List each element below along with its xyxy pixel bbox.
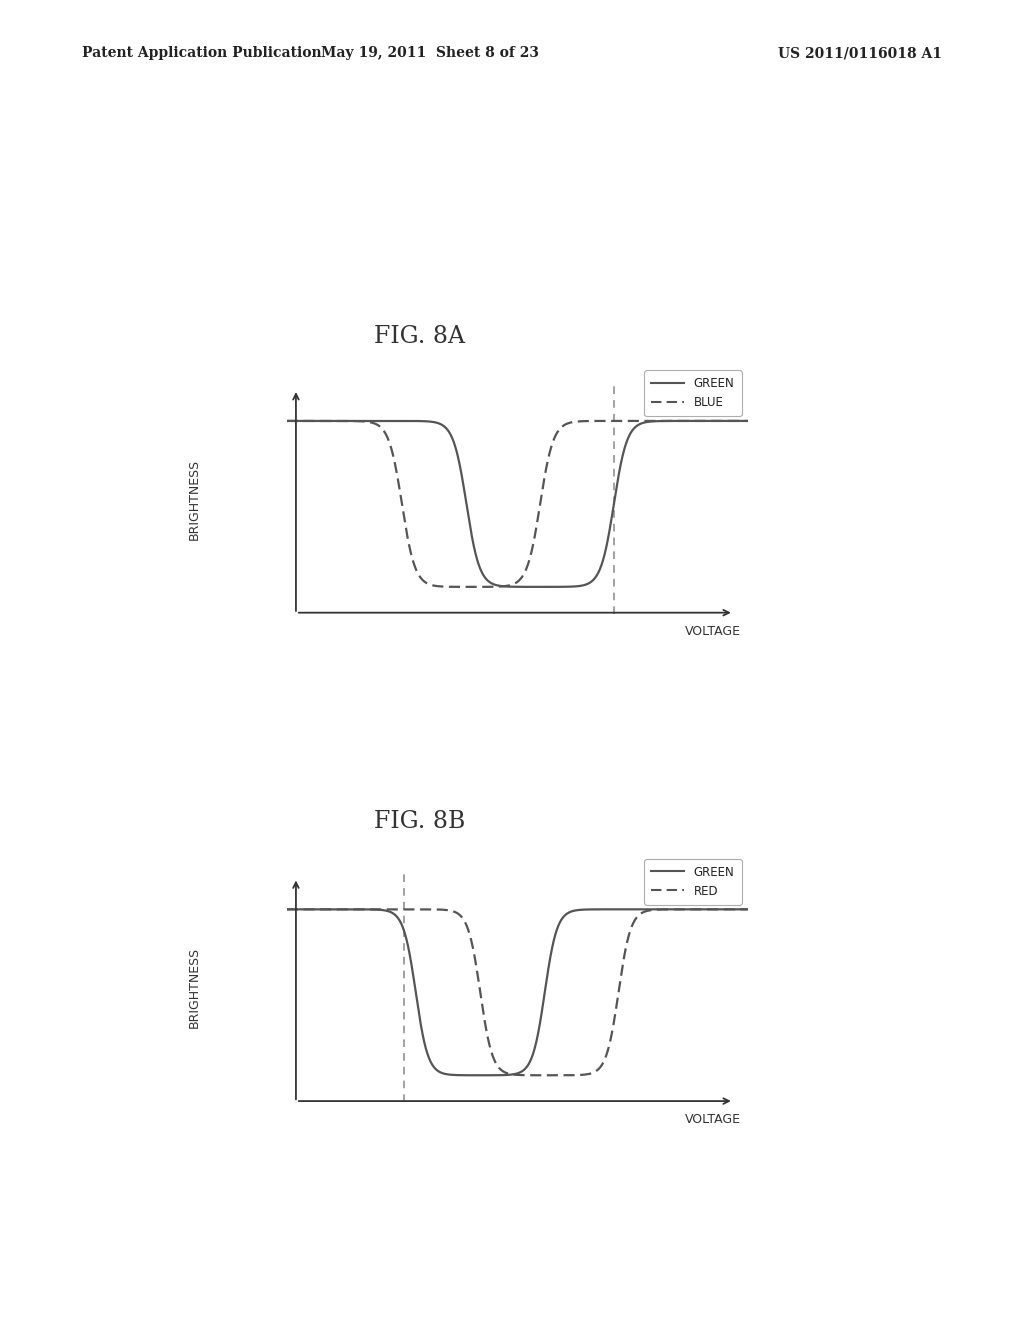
Text: VOLTAGE: VOLTAGE bbox=[685, 624, 740, 638]
Text: May 19, 2011  Sheet 8 of 23: May 19, 2011 Sheet 8 of 23 bbox=[322, 46, 539, 61]
Legend: GREEN, RED: GREEN, RED bbox=[644, 858, 741, 904]
Text: Patent Application Publication: Patent Application Publication bbox=[82, 46, 322, 61]
Legend: GREEN, BLUE: GREEN, BLUE bbox=[644, 370, 741, 416]
Text: BRIGHTNESS: BRIGHTNESS bbox=[188, 458, 201, 540]
Text: BRIGHTNESS: BRIGHTNESS bbox=[188, 946, 201, 1028]
Text: FIG. 8B: FIG. 8B bbox=[374, 809, 466, 833]
Text: US 2011/0116018 A1: US 2011/0116018 A1 bbox=[778, 46, 942, 61]
Text: FIG. 8A: FIG. 8A bbox=[375, 325, 465, 348]
Text: VOLTAGE: VOLTAGE bbox=[685, 1113, 740, 1126]
